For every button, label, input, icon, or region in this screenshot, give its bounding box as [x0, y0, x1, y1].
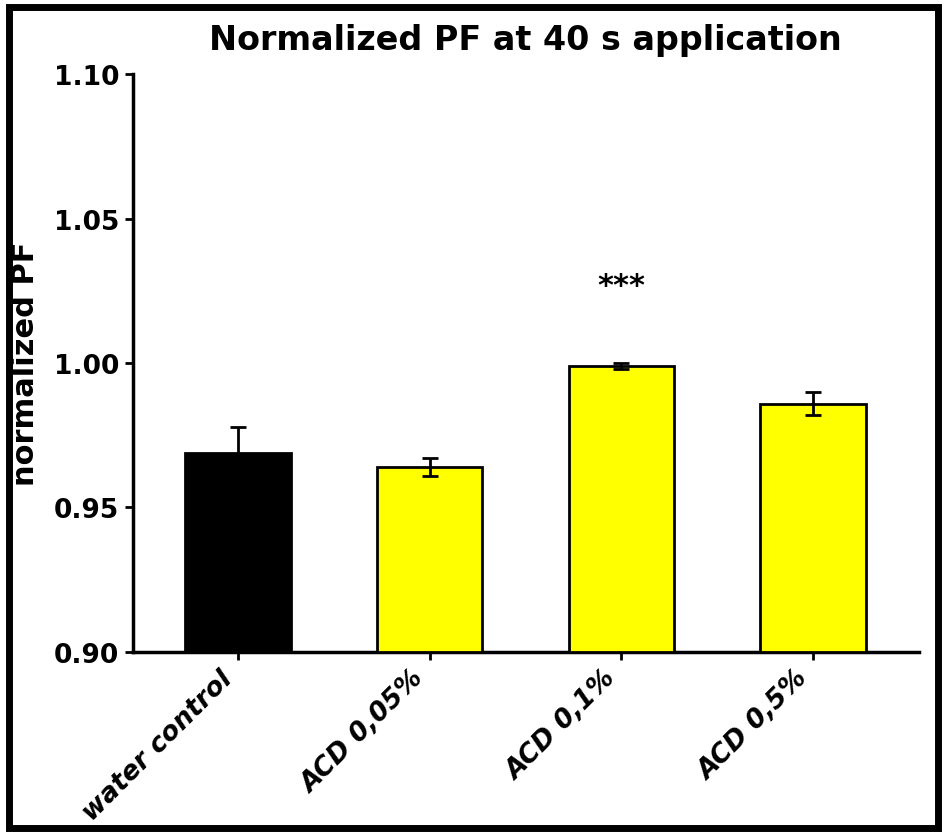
Text: ***: *** — [598, 271, 646, 300]
Bar — [760, 404, 866, 652]
Bar — [377, 467, 482, 652]
Bar — [186, 453, 291, 652]
Bar — [569, 366, 674, 652]
Title: Normalized PF at 40 s application: Normalized PF at 40 s application — [209, 24, 842, 57]
Y-axis label: normalized PF: normalized PF — [11, 242, 40, 486]
